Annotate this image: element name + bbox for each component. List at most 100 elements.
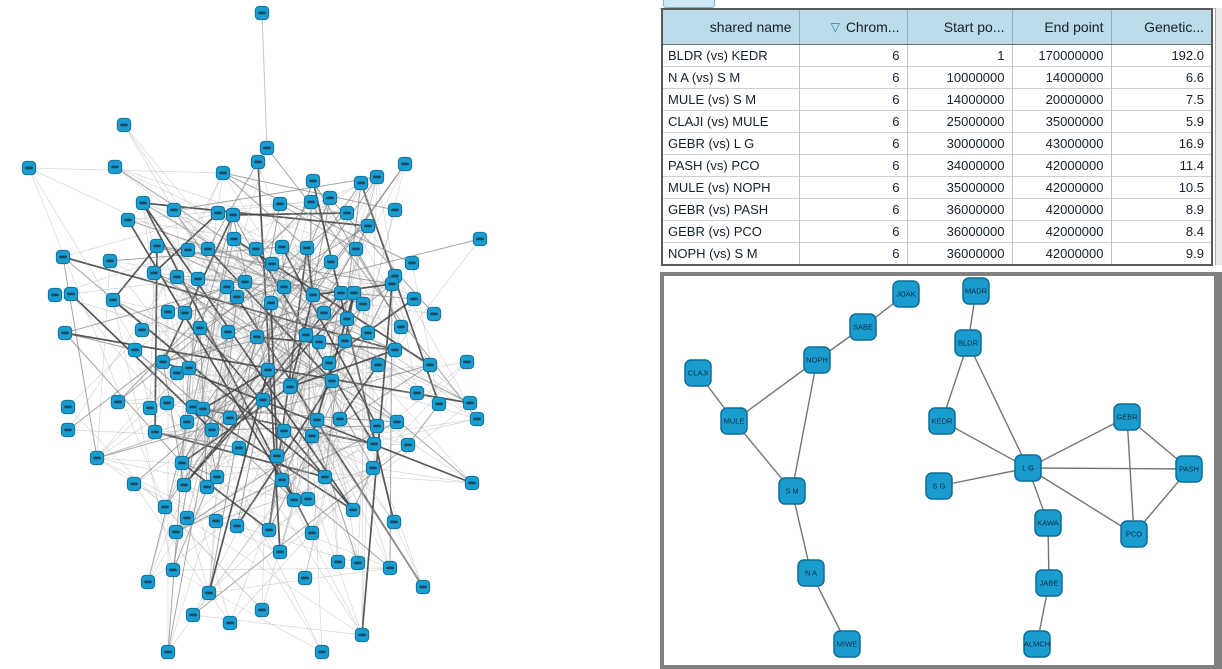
network-node-mule[interactable]	[720, 407, 748, 435]
hairball-network-canvas[interactable]	[0, 0, 655, 669]
network-edge	[117, 201, 312, 403]
table-cell[interactable]: MULE (vs) NOPH	[662, 176, 799, 199]
main-network-view[interactable]	[0, 0, 655, 669]
network-node-madr[interactable]	[962, 277, 990, 305]
column-header-shared-name[interactable]: shared name	[662, 9, 799, 45]
table-cell[interactable]: 6	[798, 132, 907, 155]
column-header-genetic[interactable]: Genetic...	[1110, 9, 1212, 45]
table-cell[interactable]: CLAJI (vs) MULE	[662, 110, 799, 133]
table-cell[interactable]: 6	[798, 44, 907, 67]
table-row[interactable]: CLAJI (vs) MULE 6 25000000 35000000 5.9	[662, 110, 1212, 133]
table-cell[interactable]: BLDR (vs) KEDR	[662, 44, 799, 67]
table-cell[interactable]: 6	[798, 198, 907, 221]
table-cell[interactable]: 42000000	[1011, 220, 1111, 243]
table-cell[interactable]: 42000000	[1011, 242, 1111, 265]
network-node-miwe[interactable]	[833, 630, 861, 658]
table-cell[interactable]: 6	[798, 242, 907, 265]
table-row[interactable]: MULE (vs) NOPH 6 35000000 42000000 10.5	[662, 176, 1212, 199]
table-cell[interactable]: N A (vs) S M	[662, 66, 799, 89]
network-node-gebr[interactable]	[1113, 403, 1141, 431]
network-node-almch[interactable]	[1023, 630, 1051, 658]
table-scrollbar[interactable]	[1215, 8, 1222, 265]
node-label-glyph	[357, 181, 365, 185]
table-cell[interactable]: 8.9	[1110, 198, 1212, 221]
table-cell[interactable]: 42000000	[1011, 176, 1111, 199]
table-cell[interactable]: 43000000	[1011, 132, 1111, 155]
panel-tab-fragment[interactable]	[663, 0, 715, 8]
network-node-bldr[interactable]	[954, 329, 982, 357]
network-node-na[interactable]	[797, 559, 825, 587]
table-cell[interactable]: 42000000	[1011, 154, 1111, 177]
network-node-claji[interactable]	[684, 359, 712, 387]
table-cell[interactable]: 6	[798, 110, 907, 133]
table-cell[interactable]: 5.9	[1110, 110, 1212, 133]
sort-filter-icon[interactable]: ▽	[830, 20, 840, 34]
table-cell[interactable]: 30000000	[906, 132, 1012, 155]
network-node-jabe[interactable]	[1035, 569, 1063, 597]
network-node-noph[interactable]	[803, 346, 831, 374]
table-row[interactable]: MULE (vs) S M 6 14000000 20000000 7.5	[662, 88, 1212, 111]
table-cell[interactable]: NOPH (vs) S M	[662, 242, 799, 265]
network-node-kawa[interactable]	[1034, 509, 1062, 537]
table-cell[interactable]: GEBR (vs) PCO	[662, 220, 799, 243]
network-node-joak[interactable]	[892, 280, 920, 308]
table-cell[interactable]: 25000000	[906, 110, 1012, 133]
column-header-chromosome[interactable]: ▽ Chrom...	[798, 9, 907, 45]
table-cell[interactable]: 7.5	[1110, 88, 1212, 111]
table-cell[interactable]: 6	[798, 220, 907, 243]
node-label-glyph	[111, 165, 119, 169]
table-row[interactable]: BLDR (vs) KEDR 6 1 170000000 192.0	[662, 44, 1212, 67]
network-node-kedr[interactable]	[928, 407, 956, 435]
network-edge	[202, 369, 269, 410]
table-cell[interactable]: 34000000	[906, 154, 1012, 177]
table-cell[interactable]: 16.9	[1110, 132, 1212, 155]
table-cell[interactable]: GEBR (vs) L G	[662, 132, 799, 155]
table-cell[interactable]: 6.6	[1110, 66, 1212, 89]
table-cell[interactable]: 170000000	[1011, 44, 1111, 67]
network-node-sabe[interactable]	[849, 313, 877, 341]
table-cell[interactable]: 192.0	[1110, 44, 1212, 67]
network-node-pco[interactable]	[1120, 520, 1148, 548]
table-row[interactable]: GEBR (vs) L G 6 30000000 43000000 16.9	[662, 132, 1212, 155]
table-cell[interactable]: 36000000	[906, 198, 1012, 221]
column-header-start-point[interactable]: Start po...	[906, 9, 1012, 45]
table-cell[interactable]: 14000000	[1011, 66, 1111, 89]
table-cell[interactable]: 36000000	[906, 242, 1012, 265]
network-edge	[28, 167, 166, 508]
table-row[interactable]: PASH (vs) PCO 6 34000000 42000000 11.4	[662, 154, 1212, 177]
table-row[interactable]: GEBR (vs) PCO 6 36000000 42000000 8.4	[662, 220, 1212, 243]
table-cell[interactable]: 42000000	[1011, 198, 1111, 221]
table-row[interactable]: N A (vs) S M 6 10000000 14000000 6.6	[662, 66, 1212, 89]
column-header-end-point[interactable]: End point	[1011, 9, 1111, 45]
table-cell[interactable]: 6	[798, 154, 907, 177]
table-cell[interactable]: 10000000	[906, 66, 1012, 89]
table-cell[interactable]: 35000000	[906, 176, 1012, 199]
filtered-network-view[interactable]: JOAK SABE NOPH CLAJI MULE S M N A MIWE MADR BLDR K…	[660, 272, 1222, 669]
table-cell[interactable]: GEBR (vs) PASH	[662, 198, 799, 221]
table-cell[interactable]: 6	[798, 66, 907, 89]
table-row[interactable]: GEBR (vs) PASH 6 36000000 42000000 8.9	[662, 198, 1212, 221]
filtered-network-canvas[interactable]: JOAK SABE NOPH CLAJI MULE S M N A MIWE MADR BLDR K…	[664, 276, 1214, 665]
table-cell[interactable]: 6	[798, 88, 907, 111]
table-cell[interactable]: 36000000	[906, 220, 1012, 243]
table-cell[interactable]: MULE (vs) S M	[662, 88, 799, 111]
table-cell[interactable]: 14000000	[906, 88, 1012, 111]
table-cell[interactable]: 1	[906, 44, 1012, 67]
network-node-pash[interactable]	[1175, 455, 1203, 483]
table-row[interactable]: NOPH (vs) S M 6 36000000 42000000 9.9	[662, 242, 1212, 265]
table-cell[interactable]: 20000000	[1011, 88, 1111, 111]
table-cell[interactable]: PASH (vs) PCO	[662, 154, 799, 177]
network-node-sm[interactable]	[778, 477, 806, 505]
network-node-lg[interactable]	[1014, 454, 1042, 482]
table-cell[interactable]: 8.4	[1110, 220, 1212, 243]
table-cell[interactable]: 6	[798, 176, 907, 199]
node-label-glyph	[153, 244, 161, 248]
network-edge	[393, 521, 424, 588]
network-edge	[1126, 416, 1135, 535]
table-cell[interactable]: 35000000	[1011, 110, 1111, 133]
table-cell[interactable]: 11.4	[1110, 154, 1212, 177]
table-cell[interactable]: 10.5	[1110, 176, 1212, 199]
table-cell[interactable]: 9.9	[1110, 242, 1212, 265]
network-node-sg[interactable]	[925, 472, 953, 500]
node-label-glyph	[308, 434, 316, 438]
